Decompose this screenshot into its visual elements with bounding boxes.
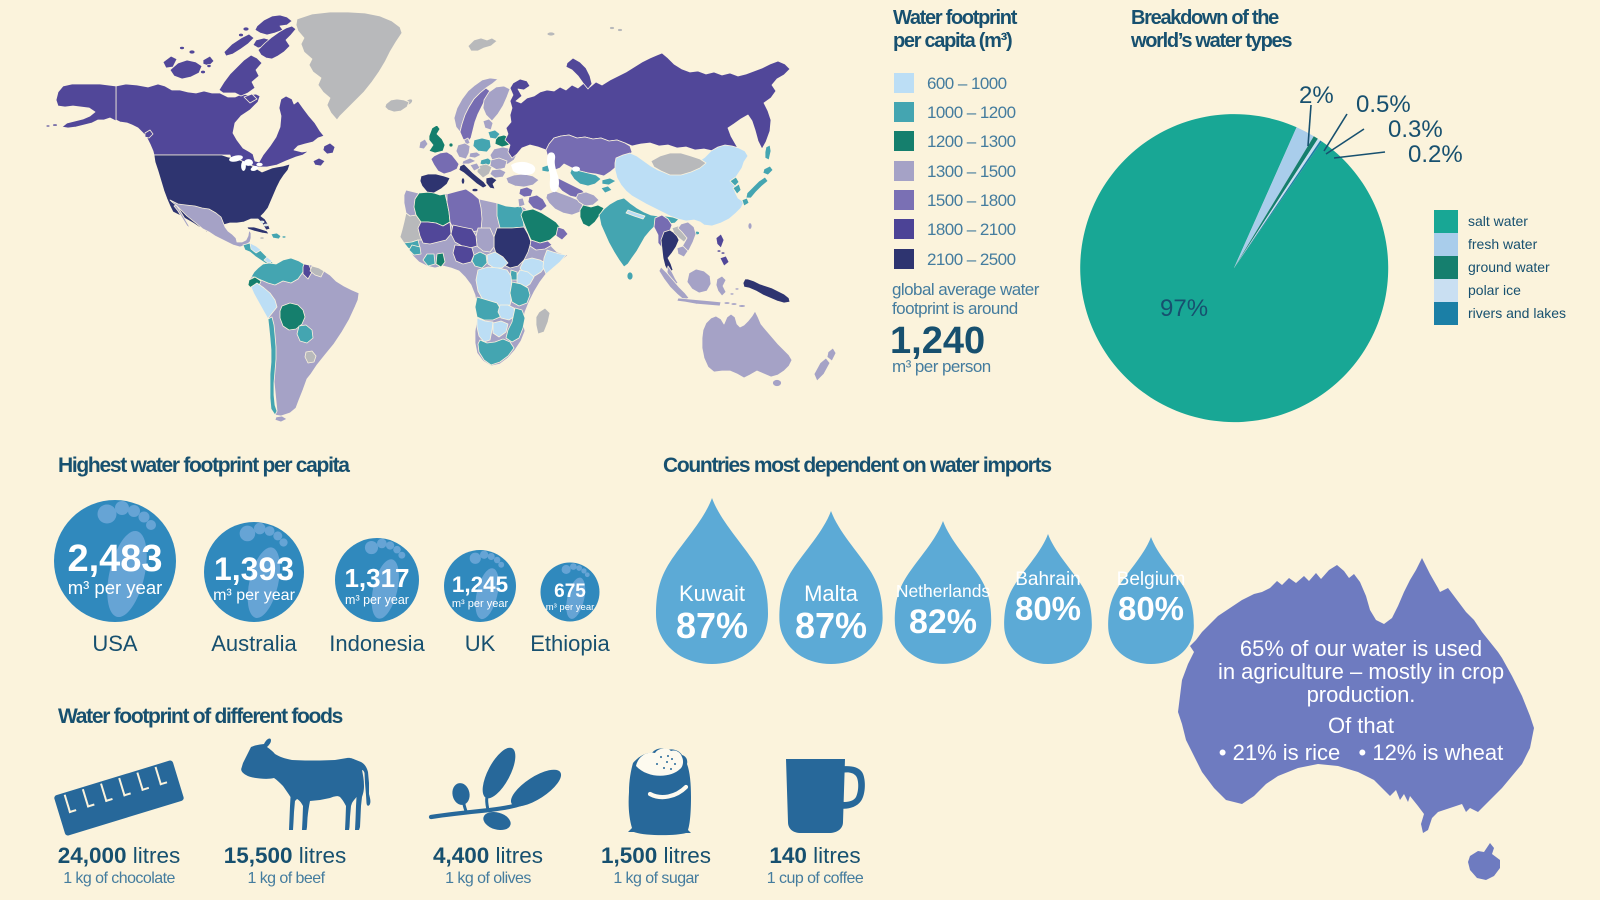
svg-text:Of that: Of that bbox=[1328, 713, 1394, 738]
svg-text:Ethiopia: Ethiopia bbox=[530, 631, 610, 656]
svg-text:world’s water types: world’s water types bbox=[1130, 30, 1292, 52]
svg-text:4,400 litres: 4,400 litres bbox=[433, 843, 543, 868]
svg-text:1 kg of chocolate: 1 kg of chocolate bbox=[63, 870, 175, 887]
svg-text:UK: UK bbox=[465, 631, 496, 656]
svg-text:Malta: Malta bbox=[804, 581, 859, 606]
svg-text:1,240: 1,240 bbox=[890, 320, 985, 362]
svg-text:1800 – 2100: 1800 – 2100 bbox=[927, 220, 1016, 239]
svg-text:USA: USA bbox=[92, 631, 138, 656]
svg-text:rivers and lakes: rivers and lakes bbox=[1468, 305, 1566, 321]
svg-text:production.: production. bbox=[1307, 682, 1416, 707]
svg-text:2,483: 2,483 bbox=[67, 538, 162, 580]
svg-text:in agriculture – mostly in cro: in agriculture – mostly in crop bbox=[1218, 659, 1504, 684]
svg-text:Highest water footprint per ca: Highest water footprint per capita bbox=[58, 454, 350, 477]
svg-text:Belgium: Belgium bbox=[1117, 569, 1186, 590]
svg-text:675: 675 bbox=[554, 581, 586, 602]
svg-text:Breakdown of the: Breakdown of the bbox=[1131, 7, 1279, 29]
svg-text:0.5%: 0.5% bbox=[1356, 91, 1411, 118]
svg-text:80%: 80% bbox=[1015, 590, 1081, 627]
svg-text:Countries most dependent on wa: Countries most dependent on water import… bbox=[663, 454, 1051, 477]
svg-text:1000 – 1200: 1000 – 1200 bbox=[927, 103, 1016, 122]
svg-text:salt water: salt water bbox=[1468, 213, 1528, 229]
svg-text:15,500 litres: 15,500 litres bbox=[224, 843, 347, 868]
svg-text:87%: 87% bbox=[795, 605, 867, 646]
svg-text:m³ per person: m³ per person bbox=[892, 357, 991, 376]
svg-text:2%: 2% bbox=[1299, 82, 1334, 109]
svg-text:1300 – 1500: 1300 – 1500 bbox=[927, 162, 1016, 181]
svg-text:Water footprint: Water footprint bbox=[893, 7, 1018, 29]
svg-text:24,000 litres: 24,000 litres bbox=[58, 843, 181, 868]
svg-text:65% of our water is used: 65% of our water is used bbox=[1240, 636, 1482, 661]
svg-text:1,245: 1,245 bbox=[452, 572, 508, 597]
svg-text:per capita (m³): per capita (m³) bbox=[893, 30, 1012, 52]
svg-text:Bahrain: Bahrain bbox=[1015, 569, 1081, 590]
svg-text:0.3%: 0.3% bbox=[1388, 116, 1443, 143]
svg-text:1 kg of olives: 1 kg of olives bbox=[445, 870, 531, 887]
svg-text:140 litres: 140 litres bbox=[769, 843, 860, 868]
svg-text:m³ per year: m³ per year bbox=[68, 577, 163, 598]
svg-text:Indonesia: Indonesia bbox=[329, 631, 425, 656]
svg-text:m³ per year: m³ per year bbox=[452, 598, 509, 610]
svg-text:m³ per year: m³ per year bbox=[345, 593, 409, 607]
svg-text:footprint is around: footprint is around bbox=[892, 299, 1018, 318]
svg-text:1 kg of beef: 1 kg of beef bbox=[247, 870, 325, 887]
svg-text:• 21% is rice • 12% is wheat: • 21% is rice • 12% is wheat bbox=[1219, 740, 1503, 765]
svg-text:1200 – 1300: 1200 – 1300 bbox=[927, 132, 1016, 151]
svg-text:82%: 82% bbox=[909, 603, 977, 641]
svg-text:Water footprint of different f: Water footprint of different foods bbox=[58, 705, 343, 728]
svg-text:global average water: global average water bbox=[892, 280, 1040, 299]
svg-text:1,393: 1,393 bbox=[214, 551, 294, 587]
svg-text:80%: 80% bbox=[1118, 590, 1184, 627]
svg-text:1 kg of sugar: 1 kg of sugar bbox=[613, 870, 700, 887]
svg-text:m³ per year: m³ per year bbox=[546, 602, 595, 613]
svg-text:1,317: 1,317 bbox=[344, 563, 409, 593]
svg-text:Australia: Australia bbox=[211, 631, 297, 656]
svg-text:polar ice: polar ice bbox=[1468, 282, 1521, 298]
svg-text:Netherlands: Netherlands bbox=[896, 581, 991, 601]
svg-text:ground water: ground water bbox=[1468, 259, 1550, 275]
svg-text:1 cup of coffee: 1 cup of coffee bbox=[767, 870, 864, 887]
svg-text:87%: 87% bbox=[676, 605, 748, 646]
svg-text:Kuwait: Kuwait bbox=[679, 581, 745, 606]
svg-text:1,500 litres: 1,500 litres bbox=[601, 843, 711, 868]
svg-text:1500 – 1800: 1500 – 1800 bbox=[927, 191, 1016, 210]
svg-text:0.2%: 0.2% bbox=[1408, 141, 1463, 168]
svg-text:m³ per year: m³ per year bbox=[213, 587, 295, 604]
svg-text:2100 – 2500: 2100 – 2500 bbox=[927, 250, 1016, 269]
svg-text:fresh water: fresh water bbox=[1468, 236, 1538, 252]
svg-text:600 – 1000: 600 – 1000 bbox=[927, 74, 1007, 93]
svg-text:97%: 97% bbox=[1160, 295, 1208, 322]
